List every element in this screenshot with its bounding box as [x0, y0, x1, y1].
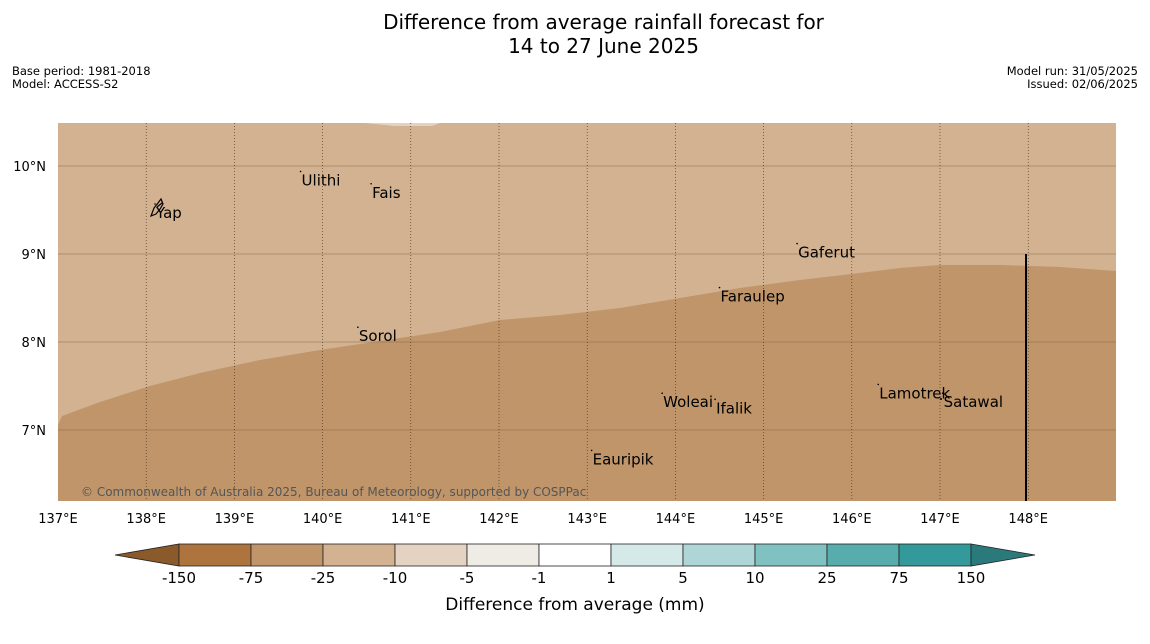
colorbar-tick-label: 25 — [817, 569, 836, 587]
colorbar-tick-label: -1 — [532, 569, 547, 587]
place-label: Woleai — [663, 393, 713, 411]
colorbar-segment — [754, 543, 828, 567]
place-labels: Ulithi Fais Yap Gaferut Faraulep Sorol Lamotre… — [154, 170, 1003, 468]
colorbar-tick-label: 150 — [957, 569, 986, 587]
place-marker — [590, 449, 593, 452]
lat-tick-label: 9°N — [22, 248, 47, 263]
colorbar-segment — [898, 543, 972, 567]
colorbar-tick-label: 1 — [606, 569, 616, 587]
place-label: Yap — [155, 204, 182, 222]
colorbar-segment — [826, 543, 900, 567]
place-label: Fais — [372, 184, 401, 202]
lon-tick-label: 139°E — [215, 512, 255, 527]
lon-tick-label: 137°E — [38, 512, 78, 527]
place-label: Eauripik — [593, 450, 654, 468]
issued-date: Issued: 02/06/2025 — [1027, 77, 1138, 91]
colorbar-tick-label: 5 — [678, 569, 688, 587]
meta-left: Base period: 1981-2018 Model: ACCESS-S2 — [12, 65, 151, 91]
lon-tick-label: 140°E — [303, 512, 343, 527]
colorbar-extend-high — [970, 543, 1036, 567]
colorbar-segment — [178, 543, 252, 567]
yap-island — [149, 197, 164, 218]
lon-tick-label: 143°E — [567, 512, 607, 527]
place-marker — [941, 392, 944, 395]
colorbar-segment — [610, 543, 684, 567]
lon-tick-label: 147°E — [920, 512, 960, 527]
lat-tick-label: 7°N — [22, 424, 47, 439]
lat-tick-label: 8°N — [22, 336, 47, 351]
map-title: Difference from average rainfall forecas… — [0, 10, 1150, 58]
place-label: Satawal — [944, 393, 1003, 411]
place-marker — [370, 182, 372, 185]
title-line-1: Difference from average rainfall forecas… — [383, 10, 824, 34]
colorbar-tick-label: 10 — [745, 569, 764, 587]
title-line-2: 14 to 27 June 2025 — [508, 34, 699, 58]
colorbar-tick-label: -150 — [162, 569, 196, 587]
model-name: Model: ACCESS-S2 — [12, 77, 119, 91]
latitude-labels: 10°N 9°N 8°N 7°N — [13, 160, 46, 439]
colorbar-tick-label: -5 — [460, 569, 475, 587]
place-marker — [661, 392, 663, 395]
place-marker — [796, 242, 798, 245]
colorbar-segment — [322, 543, 396, 567]
colorbar-tick-label: -75 — [239, 569, 264, 587]
base-period: Base period: 1981-2018 — [12, 64, 151, 78]
place-label: Sorol — [359, 327, 397, 345]
longitude-labels: 137°E 138°E 139°E 140°E 141°E 142°E 143°E 144°E… — [38, 512, 1048, 527]
lat-tick-label: 10°N — [13, 160, 46, 175]
colorbar-tick-label: 75 — [889, 569, 908, 587]
lon-tick-label: 148°E — [1008, 512, 1048, 527]
graticule — [58, 123, 1116, 501]
lon-tick-label: 141°E — [391, 512, 431, 527]
colorbar-segment — [250, 543, 324, 567]
place-label: Ifalik — [716, 399, 752, 417]
place-marker — [154, 203, 156, 205]
colorbar-extend-low — [114, 543, 180, 567]
lon-tick-label: 146°E — [832, 512, 872, 527]
model-run: Model run: 31/05/2025 — [1006, 64, 1138, 78]
place-marker — [299, 170, 302, 173]
copyright-notice: © Commonwealth of Australia 2025, Bureau… — [81, 485, 586, 499]
place-label: Faraulep — [721, 288, 785, 306]
islet-marker — [940, 398, 942, 400]
colorbar: -150 -75 -25 -10 -5 -1 1 5 10 25 75 150 — [114, 543, 1036, 587]
colorbar-title: Difference from average (mm) — [445, 595, 704, 615]
place-marker — [718, 286, 721, 289]
place-label: Ulithi — [302, 171, 341, 189]
lon-tick-label: 142°E — [479, 512, 519, 527]
place-marker — [357, 326, 359, 329]
place-label: Lamotrek — [879, 384, 950, 402]
colorbar-segment — [394, 543, 468, 567]
lon-tick-label: 144°E — [656, 512, 696, 527]
place-label: Gaferut — [798, 244, 855, 262]
place-marker — [877, 383, 880, 386]
colorbar-segment — [538, 543, 612, 567]
colorbar-tick-label: -25 — [311, 569, 336, 587]
light-patch — [365, 123, 440, 126]
lon-tick-label: 138°E — [126, 512, 166, 527]
lon-tick-label: 145°E — [744, 512, 784, 527]
meta-right: Model run: 31/05/2025 Issued: 02/06/2025 — [1007, 65, 1138, 91]
colorbar-segment — [466, 543, 540, 567]
colorbar-segment — [682, 543, 756, 567]
place-marker — [714, 398, 716, 401]
colorbar-tick-label: -10 — [383, 569, 408, 587]
